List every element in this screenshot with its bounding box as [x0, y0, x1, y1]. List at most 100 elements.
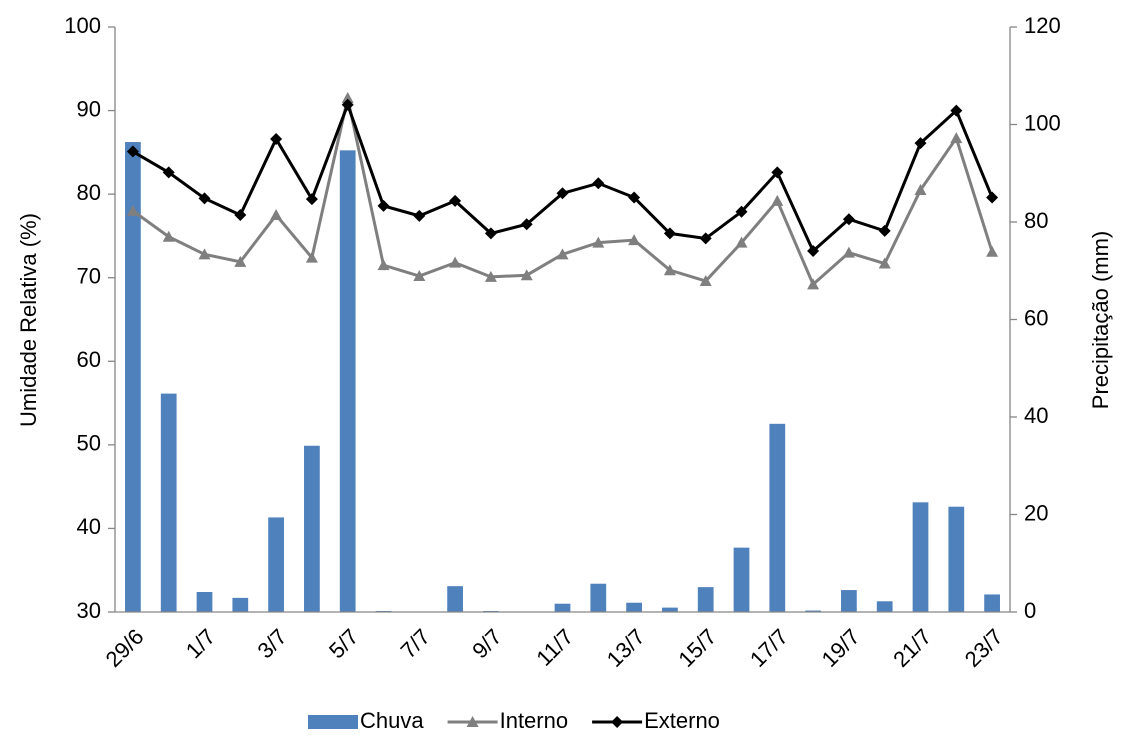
bar — [912, 502, 929, 612]
x-tick-label: 21/7 — [888, 624, 936, 672]
marker — [466, 716, 479, 727]
x-tick-label: 15/7 — [673, 624, 721, 672]
marker — [842, 213, 855, 226]
marker — [771, 166, 784, 179]
marker — [484, 270, 497, 282]
bar — [125, 142, 141, 613]
y2-tick-label: 120 — [1024, 13, 1061, 38]
bar — [662, 607, 678, 612]
y-tick-label: 50 — [77, 431, 101, 456]
marker — [807, 244, 820, 257]
marker — [126, 204, 139, 216]
bar — [196, 592, 213, 612]
x-tick-label: 5/7 — [324, 624, 363, 663]
marker — [305, 193, 318, 206]
x-tick-label: 23/7 — [960, 624, 1008, 672]
y-tick-label: 70 — [77, 264, 101, 289]
marker — [198, 248, 211, 260]
marker — [878, 224, 891, 237]
marker — [628, 234, 641, 246]
marker — [735, 205, 748, 218]
marker — [611, 716, 624, 728]
bar — [339, 150, 356, 612]
y-tick-label: 30 — [77, 598, 101, 623]
y2-tick-label: 100 — [1024, 110, 1061, 135]
x-tick-label: 13/7 — [602, 624, 650, 672]
x-tick-label: 7/7 — [396, 624, 435, 663]
marker — [449, 194, 462, 207]
bar — [984, 594, 1000, 612]
y-tick-label: 90 — [77, 96, 101, 121]
marker — [663, 227, 676, 240]
y-tick-label: 60 — [77, 347, 101, 372]
bar — [232, 597, 249, 612]
x-tick-label: 19/7 — [817, 624, 865, 672]
bar — [769, 423, 786, 612]
bar — [304, 445, 320, 612]
y2-tick-label: 80 — [1024, 208, 1048, 233]
legend-label: Chuva — [360, 708, 424, 733]
marker — [556, 248, 569, 260]
y2-tick-label: 20 — [1024, 500, 1048, 525]
marker — [986, 191, 999, 204]
x-tick-label: 1/7 — [181, 624, 220, 663]
marker — [914, 183, 927, 195]
marker — [878, 257, 891, 269]
line — [132, 100, 994, 254]
marker — [771, 194, 784, 206]
marker — [986, 245, 999, 257]
y2-tick-label: 0 — [1024, 598, 1036, 623]
x-tick-label: 9/7 — [467, 624, 506, 663]
marker — [950, 132, 963, 144]
legend-swatch — [308, 715, 358, 729]
bar — [590, 583, 607, 612]
marker — [234, 209, 247, 222]
bar — [626, 602, 642, 612]
marker — [842, 246, 855, 258]
bar — [733, 547, 750, 612]
marker — [162, 230, 175, 242]
y2-tick-label: 40 — [1024, 403, 1048, 428]
marker — [699, 232, 712, 245]
bar — [697, 587, 714, 612]
marker — [377, 199, 390, 212]
marker — [270, 209, 283, 221]
y-axis-title: Umidade Relativa (%) — [16, 213, 41, 427]
marker — [520, 269, 533, 281]
marker — [628, 191, 641, 204]
y-tick-label: 40 — [77, 514, 101, 539]
y-tick-label: 100 — [64, 13, 101, 38]
legend-label: Externo — [644, 708, 720, 733]
bar — [268, 517, 284, 612]
marker — [341, 98, 354, 111]
marker — [413, 209, 426, 222]
marker — [807, 278, 820, 290]
marker — [449, 256, 462, 268]
marker — [234, 255, 247, 267]
y2-axis-title: Precipitação (mm) — [1088, 231, 1113, 409]
marker — [198, 192, 211, 205]
legend: Chuva Interno Externo — [308, 708, 720, 733]
marker — [556, 187, 569, 200]
x-tick-label: 11/7 — [531, 624, 578, 671]
bar — [948, 506, 965, 612]
y2-tick-label: 60 — [1024, 305, 1048, 330]
marker — [914, 137, 927, 150]
x-tick-label: 29/6 — [101, 624, 149, 672]
x-tick-label: 17/7 — [745, 624, 793, 672]
marker — [950, 104, 963, 117]
bar — [876, 601, 893, 612]
marker — [592, 236, 605, 248]
marker — [663, 264, 676, 276]
marker — [520, 218, 533, 231]
marker — [305, 251, 318, 263]
bar — [841, 590, 857, 612]
marker — [162, 166, 175, 179]
marker — [270, 132, 283, 145]
bar — [554, 603, 571, 612]
marker — [699, 275, 712, 287]
bar — [805, 610, 821, 612]
marker — [126, 145, 139, 158]
marker — [413, 270, 426, 282]
